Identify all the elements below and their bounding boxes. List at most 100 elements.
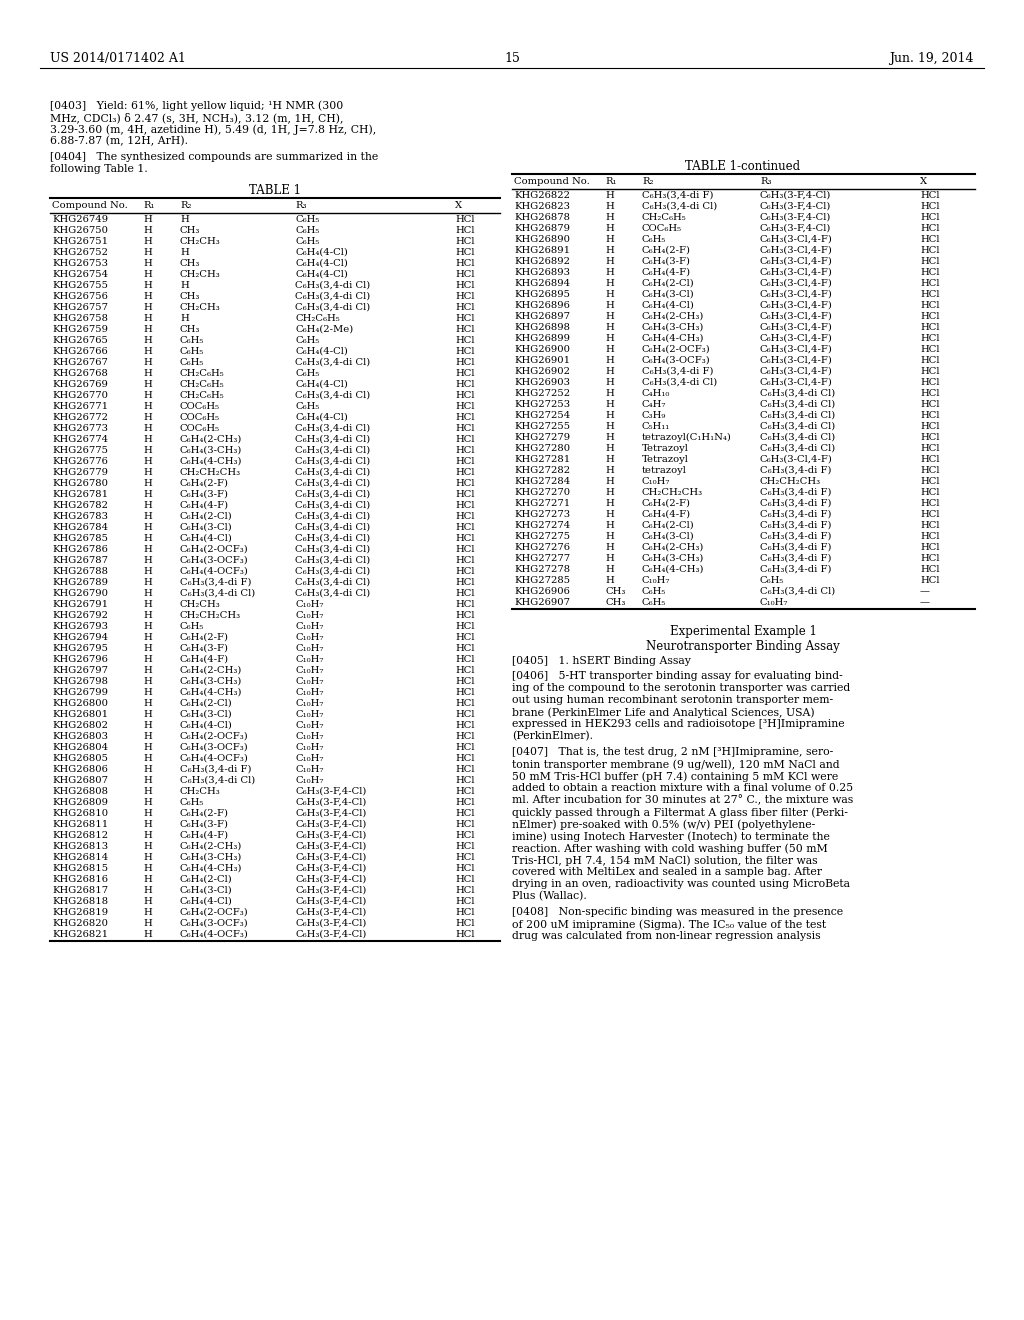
Text: C₆H₄(4-Cl): C₆H₄(4-Cl) <box>180 898 232 906</box>
Text: C₆H₄(2-OCF₃): C₆H₄(2-OCF₃) <box>642 345 711 354</box>
Text: C₆H₃(3,4-di Cl): C₆H₃(3,4-di Cl) <box>180 776 255 785</box>
Text: H: H <box>605 411 613 420</box>
Text: C₆H₄(4-CH₃): C₆H₄(4-CH₃) <box>642 334 705 343</box>
Text: R₂: R₂ <box>642 177 653 186</box>
Text: KHG26816: KHG26816 <box>52 875 108 884</box>
Text: C₆H₃(3,4-di F): C₆H₃(3,4-di F) <box>760 510 831 519</box>
Text: H: H <box>143 457 152 466</box>
Text: [0407]   That is, the test drug, 2 nM [³H]Imipramine, sero-: [0407] That is, the test drug, 2 nM [³H]… <box>512 747 834 756</box>
Text: HCl: HCl <box>920 543 939 552</box>
Text: covered with MeltiLex and sealed in a sample bag. After: covered with MeltiLex and sealed in a sa… <box>512 867 822 876</box>
Text: C₆H₃(3-Cl,4-F): C₆H₃(3-Cl,4-F) <box>760 334 833 343</box>
Text: following Table 1.: following Table 1. <box>50 164 147 174</box>
Text: C₆H₃(3-F,4-Cl): C₆H₃(3-F,4-Cl) <box>295 820 367 829</box>
Text: KHG26781: KHG26781 <box>52 490 109 499</box>
Text: COC₆H₅: COC₆H₅ <box>180 403 220 411</box>
Text: HCl: HCl <box>455 556 474 565</box>
Text: C₆H₃(3-Cl,4-F): C₆H₃(3-Cl,4-F) <box>760 312 833 321</box>
Text: C₆H₅: C₆H₅ <box>295 403 319 411</box>
Text: H: H <box>143 259 152 268</box>
Text: H: H <box>605 488 613 498</box>
Text: H: H <box>605 279 613 288</box>
Text: KHG26906: KHG26906 <box>514 587 570 597</box>
Text: H: H <box>143 512 152 521</box>
Text: KHG27281: KHG27281 <box>514 455 570 465</box>
Text: KHG26770: KHG26770 <box>52 391 108 400</box>
Text: HCl: HCl <box>455 622 474 631</box>
Text: tetrazoyl: tetrazoyl <box>642 466 687 475</box>
Text: KHG26907: KHG26907 <box>514 598 570 607</box>
Text: KHG26758: KHG26758 <box>52 314 108 323</box>
Text: C₄H₁₀: C₄H₁₀ <box>642 389 671 399</box>
Text: C₆H₃(3-Cl,4-F): C₆H₃(3-Cl,4-F) <box>760 290 833 300</box>
Text: H: H <box>143 589 152 598</box>
Text: C₆H₃(3,4-di Cl): C₆H₃(3,4-di Cl) <box>295 436 371 444</box>
Text: H: H <box>143 776 152 785</box>
Text: KHG26799: KHG26799 <box>52 688 108 697</box>
Text: H: H <box>180 281 188 290</box>
Text: H: H <box>143 908 152 917</box>
Text: HCl: HCl <box>455 469 474 477</box>
Text: C₆H₃(3-F,4-Cl): C₆H₃(3-F,4-Cl) <box>295 865 367 873</box>
Text: KHG26891: KHG26891 <box>514 246 570 255</box>
Text: CH₂CH₃: CH₂CH₃ <box>180 601 221 609</box>
Text: C₆H₃(3,4-di Cl): C₆H₃(3,4-di Cl) <box>295 281 371 290</box>
Text: H: H <box>143 601 152 609</box>
Text: C₁₀H₇: C₁₀H₇ <box>760 598 788 607</box>
Text: H: H <box>605 422 613 432</box>
Text: KHG26801: KHG26801 <box>52 710 109 719</box>
Text: KHG26803: KHG26803 <box>52 733 108 741</box>
Text: C₆H₃(3,4-di F): C₆H₃(3,4-di F) <box>642 367 714 376</box>
Text: C₆H₄(2-Cl): C₆H₄(2-Cl) <box>180 875 232 884</box>
Text: C₆H₃(3-F,4-Cl): C₆H₃(3-F,4-Cl) <box>295 809 367 818</box>
Text: HCl: HCl <box>455 667 474 675</box>
Text: C₆H₄(4-OCF₃): C₆H₄(4-OCF₃) <box>180 754 249 763</box>
Text: COC₆H₅: COC₆H₅ <box>180 424 220 433</box>
Text: TABLE 1-continued: TABLE 1-continued <box>685 160 801 173</box>
Text: HCl: HCl <box>455 754 474 763</box>
Text: H: H <box>605 543 613 552</box>
Text: R₃: R₃ <box>760 177 771 186</box>
Text: H: H <box>143 413 152 422</box>
Text: C₆H₄(3-CH₃): C₆H₄(3-CH₃) <box>180 446 243 455</box>
Text: C₆H₃(3-Cl,4-F): C₆H₃(3-Cl,4-F) <box>760 367 833 376</box>
Text: KHG26806: KHG26806 <box>52 766 108 774</box>
Text: KHG26819: KHG26819 <box>52 908 109 917</box>
Text: C₆H₄(2-OCF₃): C₆H₄(2-OCF₃) <box>180 908 249 917</box>
Text: C₆H₃(3,4-di Cl): C₆H₃(3,4-di Cl) <box>295 589 371 598</box>
Text: KHG26878: KHG26878 <box>514 213 570 222</box>
Text: KHG26802: KHG26802 <box>52 721 108 730</box>
Text: H: H <box>605 257 613 267</box>
Text: H: H <box>143 875 152 884</box>
Text: Tetrazoyl: Tetrazoyl <box>642 444 689 453</box>
Text: HCl: HCl <box>455 535 474 543</box>
Text: H: H <box>143 271 152 279</box>
Text: H: H <box>143 226 152 235</box>
Text: H: H <box>143 380 152 389</box>
Text: (PerkinElmer).: (PerkinElmer). <box>512 731 593 742</box>
Text: HCl: HCl <box>920 312 939 321</box>
Text: C₁₀H₇: C₁₀H₇ <box>642 477 671 486</box>
Text: HCl: HCl <box>920 576 939 585</box>
Text: HCl: HCl <box>455 292 474 301</box>
Text: H: H <box>605 345 613 354</box>
Text: CH₂C₆H₅: CH₂C₆H₅ <box>642 213 687 222</box>
Text: C₆H₃(3,4-di Cl): C₆H₃(3,4-di Cl) <box>760 587 836 597</box>
Text: C₆H₄(2-CH₃): C₆H₄(2-CH₃) <box>180 842 243 851</box>
Text: H: H <box>605 224 613 234</box>
Text: KHG27255: KHG27255 <box>514 422 570 432</box>
Text: [0404]   The synthesized compounds are summarized in the: [0404] The synthesized compounds are sum… <box>50 152 378 162</box>
Text: C₆H₃(3,4-di F): C₆H₃(3,4-di F) <box>760 466 831 475</box>
Text: C₆H₄(2-Cl): C₆H₄(2-Cl) <box>180 512 232 521</box>
Text: imine) using Inotech Harvester (Inotech) to terminate the: imine) using Inotech Harvester (Inotech)… <box>512 832 829 842</box>
Text: drug was calculated from non-linear regression analysis: drug was calculated from non-linear regr… <box>512 931 820 941</box>
Text: COC₆H₅: COC₆H₅ <box>642 224 682 234</box>
Text: C₄H₇: C₄H₇ <box>642 400 667 409</box>
Text: H: H <box>143 535 152 543</box>
Text: nElmer) pre-soaked with 0.5% (w/v) PEI (polyethylene-: nElmer) pre-soaked with 0.5% (w/v) PEI (… <box>512 818 815 829</box>
Text: C₆H₃(3,4-di F): C₆H₃(3,4-di F) <box>760 521 831 531</box>
Text: C₆H₄(4-OCF₃): C₆H₄(4-OCF₃) <box>180 931 249 939</box>
Text: Compound No.: Compound No. <box>52 201 128 210</box>
Text: HCl: HCl <box>455 457 474 466</box>
Text: HCl: HCl <box>455 226 474 235</box>
